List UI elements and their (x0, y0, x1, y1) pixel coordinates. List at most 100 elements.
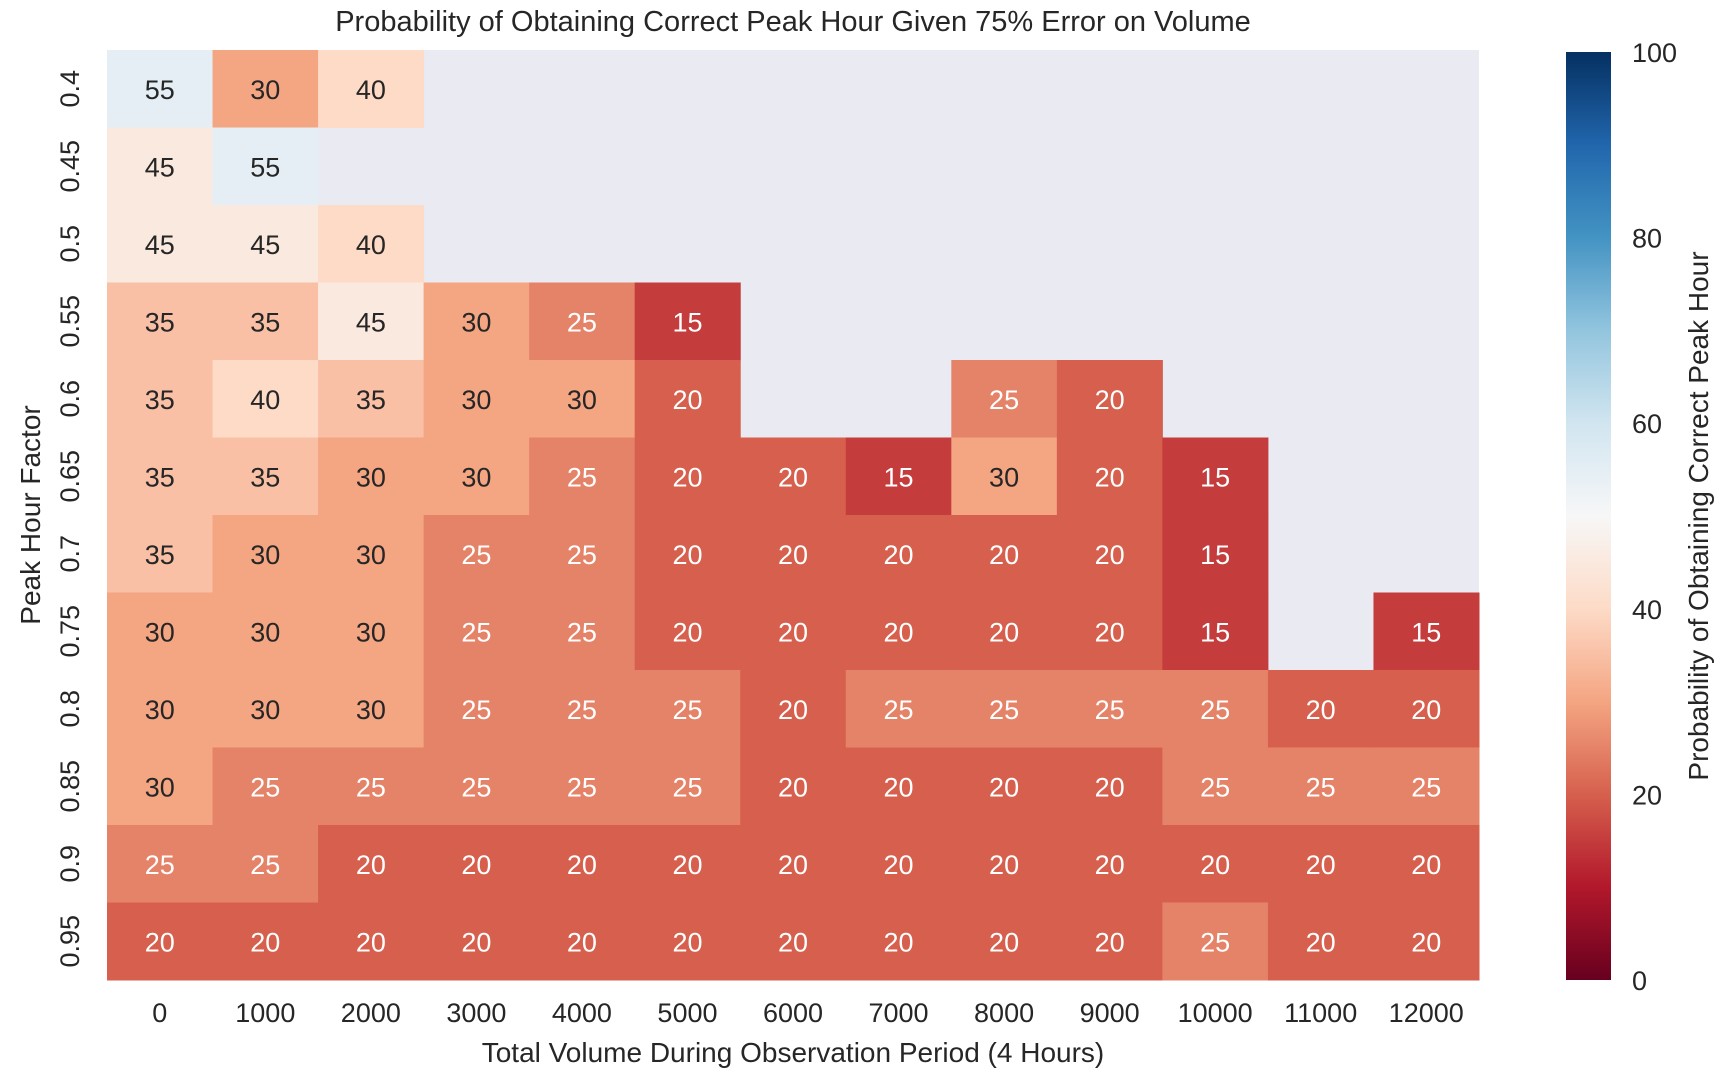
cell-value-label: 20 (884, 927, 914, 957)
heatmap-cell (423, 360, 530, 438)
cell-value-label: 45 (356, 307, 386, 337)
cell-value-label: 25 (1200, 695, 1230, 725)
heatmap-cell (1056, 670, 1163, 748)
heatmap-cell (951, 592, 1058, 671)
heatmap-cell (107, 670, 214, 748)
heatmap-cell (318, 592, 425, 671)
heatmap-cell (845, 592, 952, 671)
cell-value-label: 35 (145, 307, 175, 337)
heatmap-cell (1056, 592, 1163, 671)
cell-value-label: 30 (145, 772, 175, 802)
colorbar-tick-label: 0 (1632, 966, 1647, 996)
cell-value-label: 25 (145, 850, 175, 880)
cell-value-label: 35 (250, 307, 280, 337)
heatmap-cell (1162, 437, 1269, 516)
heatmap-cell (634, 902, 741, 981)
cell-value-label: 20 (778, 617, 808, 647)
cell-value-label: 20 (461, 927, 491, 957)
heatmap-cell (423, 747, 530, 826)
cell-value-label: 30 (145, 617, 175, 647)
chart-title: Probability of Obtaining Correct Peak Ho… (335, 6, 1251, 38)
cell-value-label: 30 (250, 540, 280, 570)
y-tick-label: 0.6 (55, 380, 85, 418)
heatmap-cell (634, 825, 741, 903)
heatmap-cell (212, 747, 319, 826)
heatmap-cell (1162, 515, 1269, 593)
cell-value-label: 20 (884, 850, 914, 880)
heatmap-cell (740, 515, 847, 593)
heatmap-cell (951, 670, 1058, 748)
cell-value-label: 20 (1200, 850, 1230, 880)
heatmap-cell (529, 670, 636, 748)
cell-value-label: 15 (1200, 617, 1230, 647)
cell-value-label: 20 (1095, 385, 1125, 415)
cell-value-label: 25 (1411, 772, 1441, 802)
cell-value-label: 40 (250, 385, 280, 415)
x-tick-label: 2000 (341, 998, 401, 1028)
heatmap-cell (845, 515, 952, 593)
y-tick-label: 0.65 (55, 450, 85, 503)
y-tick-label: 0.8 (55, 690, 85, 728)
cell-value-label: 20 (145, 927, 175, 957)
heatmap-cell (1373, 902, 1480, 981)
y-tick-label: 0.5 (55, 225, 85, 263)
heatmap-cell (1162, 747, 1269, 826)
cell-value-label: 20 (989, 927, 1019, 957)
cell-value-label: 30 (461, 307, 491, 337)
heatmap-cell (1373, 670, 1480, 748)
x-tick-label: 10000 (1178, 998, 1253, 1028)
heatmap-cell (529, 592, 636, 671)
cell-value-label: 25 (672, 772, 702, 802)
cell-value-label: 25 (567, 772, 597, 802)
heatmap-cell (318, 50, 425, 128)
colorbar-tick-label: 100 (1632, 38, 1677, 68)
heatmap-cell (212, 437, 319, 516)
heatmap-cell (107, 282, 214, 361)
heatmap-cell (107, 902, 214, 981)
x-tick-label: 1000 (235, 998, 295, 1028)
heatmap-cell (1267, 825, 1374, 903)
cell-value-label: 45 (250, 230, 280, 260)
x-tick-label: 12000 (1389, 998, 1464, 1028)
heatmap-cell (634, 515, 741, 593)
heatmap-cell (529, 437, 636, 516)
heatmap-cell (529, 282, 636, 361)
cell-value-label: 20 (1095, 540, 1125, 570)
heatmap-cell (951, 902, 1058, 981)
cell-value-label: 30 (461, 385, 491, 415)
cell-value-label: 20 (1411, 695, 1441, 725)
heatmap-cell (529, 825, 636, 903)
heatmap-cell (318, 360, 425, 438)
cell-value-label: 20 (567, 927, 597, 957)
heatmap-cell (318, 670, 425, 748)
y-tick-label: 0.55 (55, 295, 85, 348)
cell-value-label: 20 (672, 462, 702, 492)
cell-value-label: 25 (1200, 927, 1230, 957)
cell-value-label: 20 (461, 850, 491, 880)
y-tick-label: 0.75 (55, 605, 85, 658)
heatmap-cell (318, 515, 425, 593)
x-tick-label: 11000 (1284, 998, 1357, 1028)
y-tick-label: 0.95 (55, 915, 85, 968)
cell-value-label: 30 (145, 695, 175, 725)
heatmap-cell (1267, 902, 1374, 981)
heatmap-cell (1162, 670, 1269, 748)
heatmap-cell (212, 515, 319, 593)
cell-value-label: 20 (1306, 927, 1336, 957)
cell-value-label: 55 (250, 152, 280, 182)
x-tick-label: 3000 (446, 998, 506, 1028)
heatmap-cell (634, 670, 741, 748)
cell-value-label: 20 (884, 540, 914, 570)
cell-value-label: 35 (145, 462, 175, 492)
cell-value-label: 25 (1095, 695, 1125, 725)
cell-value-label: 15 (1200, 462, 1230, 492)
heatmap-cell (529, 902, 636, 981)
heatmap-cell (1267, 747, 1374, 826)
cell-value-label: 15 (1411, 617, 1441, 647)
heatmap-cell (740, 825, 847, 903)
y-tick-label: 0.9 (55, 845, 85, 883)
heatmap-cell (212, 127, 319, 206)
colorbar-tick-labels: 0 20 40 60 80 100 (1632, 38, 1677, 996)
cell-value-label: 35 (250, 462, 280, 492)
x-tick-label: 4000 (552, 998, 612, 1028)
